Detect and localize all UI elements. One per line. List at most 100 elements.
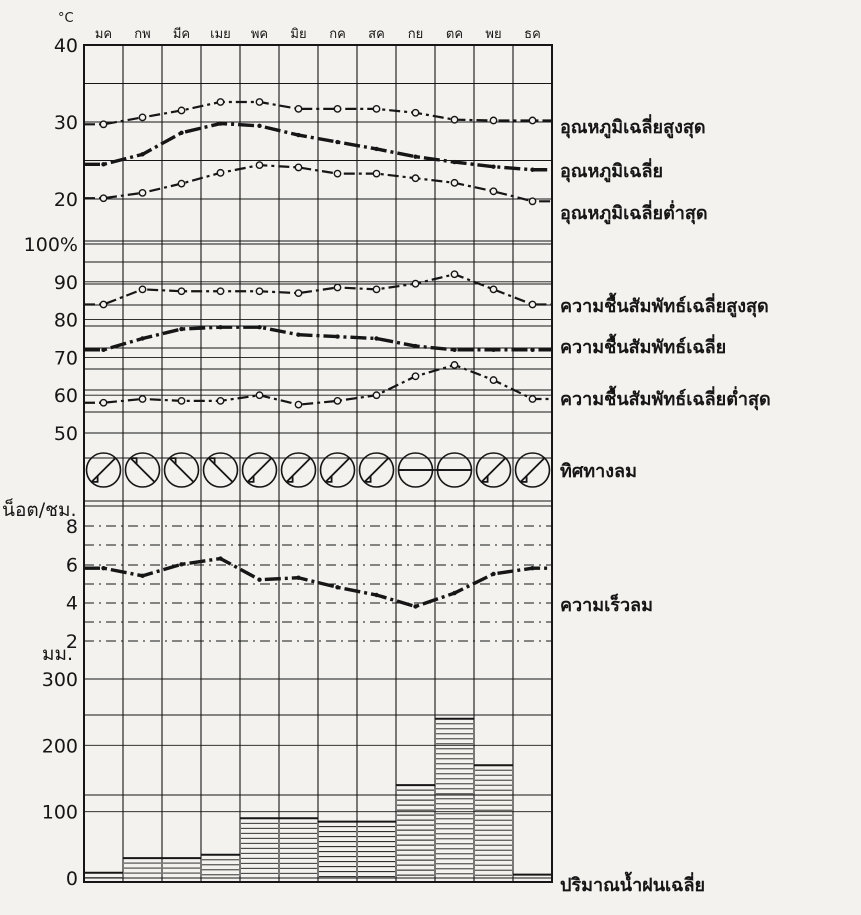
data-point [216, 396, 225, 405]
data-point [413, 154, 418, 159]
rain-tick-label: 200 [42, 735, 78, 757]
data-point [257, 577, 262, 582]
temp-tick-label: 20 [54, 189, 78, 211]
data-point [450, 178, 459, 187]
data-point [528, 116, 537, 125]
data-point [138, 395, 147, 403]
series-line [84, 121, 552, 172]
data-point [333, 169, 342, 178]
data-point [257, 123, 262, 129]
rainfall-bar [84, 871, 123, 879]
wind-direction-circle [475, 452, 512, 488]
wind-arrow [363, 457, 390, 483]
month-label: สค [368, 27, 385, 42]
data-point [491, 164, 496, 169]
data-point [411, 174, 420, 183]
data-point [257, 324, 262, 330]
wind-tick-label: 8 [66, 516, 78, 538]
temp-tick-label: 40 [54, 35, 78, 57]
humidity-tick-label: 50 [54, 423, 78, 445]
rainfall-bar [201, 853, 240, 876]
month-label: กค [329, 27, 346, 42]
circle-outline [85, 452, 122, 488]
data-point [335, 139, 340, 145]
rainfall-bar [279, 817, 318, 874]
data-point [294, 163, 303, 172]
series-label: อุณหภูมิเฉลี่ยสูงสุด [560, 114, 706, 139]
data-point [374, 592, 379, 598]
month-label: กย [408, 27, 424, 42]
data-point [452, 159, 457, 165]
wind-arrow [129, 457, 156, 483]
series-label: อุณหภูมิเฉลี่ย [560, 158, 663, 183]
series-label: ความเร็วลม [560, 593, 653, 616]
data-point [374, 336, 379, 341]
wind-arrow-head [520, 475, 528, 483]
wind-arrow [285, 457, 312, 483]
data-point [294, 400, 303, 409]
wind-unit-label: น็อต/ชม. [2, 497, 77, 521]
data-point [374, 146, 379, 152]
data-point [411, 372, 420, 381]
series-label: ความชื้นสัมพัทธ์เฉลี่ย [560, 333, 726, 358]
data-point [138, 188, 147, 197]
wind-direction-circle [85, 452, 122, 488]
data-point [99, 194, 108, 203]
wind-arrow-head [325, 475, 333, 483]
data-point [99, 120, 108, 129]
wind-arrow-head [91, 475, 99, 483]
series-label: อุณหภูมิเฉลี่ยต่ำสุด [560, 200, 708, 225]
wind-tick-label: 6 [66, 554, 78, 576]
wind-arrow [207, 457, 234, 483]
month-label: ตค [446, 27, 463, 42]
circle-outline [202, 452, 239, 488]
data-point [335, 585, 340, 590]
data-point [528, 395, 537, 403]
data-point [530, 565, 535, 571]
wind-direction-circle [358, 452, 395, 488]
data-point [101, 565, 106, 571]
circle-outline [241, 452, 278, 488]
wind-arrow-head [208, 457, 216, 465]
series-label: ความชื้นสัมพัทธ์เฉลี่ยสูงสุด [560, 292, 769, 318]
data-point [216, 287, 225, 296]
data-point [255, 391, 264, 400]
data-point [489, 116, 498, 125]
data-point [216, 168, 225, 177]
data-point [413, 604, 418, 609]
data-point [255, 287, 264, 296]
data-point [296, 575, 301, 580]
humidity-tick-label: 90 [54, 272, 78, 294]
data-point [218, 556, 223, 561]
rainfall-bar [123, 857, 162, 874]
series-line [84, 363, 552, 406]
data-point [333, 396, 342, 405]
data-point [218, 324, 223, 330]
humidity-tick-label: 70 [54, 347, 78, 369]
wind-arrow-head [286, 475, 294, 483]
wind-arrow-head [364, 475, 372, 483]
data-point [530, 167, 535, 172]
wind-direction-circle [241, 452, 278, 488]
month-labels: มค กพ มีค เมย พค มิย กค สค กย ตค พย ธค [95, 26, 541, 42]
data-point [489, 285, 498, 294]
circle-outline [358, 452, 395, 488]
rainfall-bar [162, 857, 201, 874]
series-lines [84, 98, 552, 609]
data-point [99, 300, 108, 309]
data-point [216, 98, 225, 106]
series-labels: อุณหภูมิเฉลี่ยสูงสุดอุณหภูมิเฉลี่ยอุณหภู… [560, 114, 771, 896]
data-point [411, 108, 420, 117]
series-line [84, 273, 552, 306]
month-label: พค [251, 27, 268, 42]
data-point [179, 326, 184, 332]
wind-arrow-head [247, 475, 255, 483]
wind-direction-circle [280, 452, 317, 488]
rainfall-bar [357, 820, 396, 878]
wind-arrow-head [169, 457, 177, 465]
series-line [84, 556, 552, 609]
rainfall-bar [240, 817, 279, 874]
data-point [413, 343, 418, 349]
data-point [140, 152, 145, 157]
